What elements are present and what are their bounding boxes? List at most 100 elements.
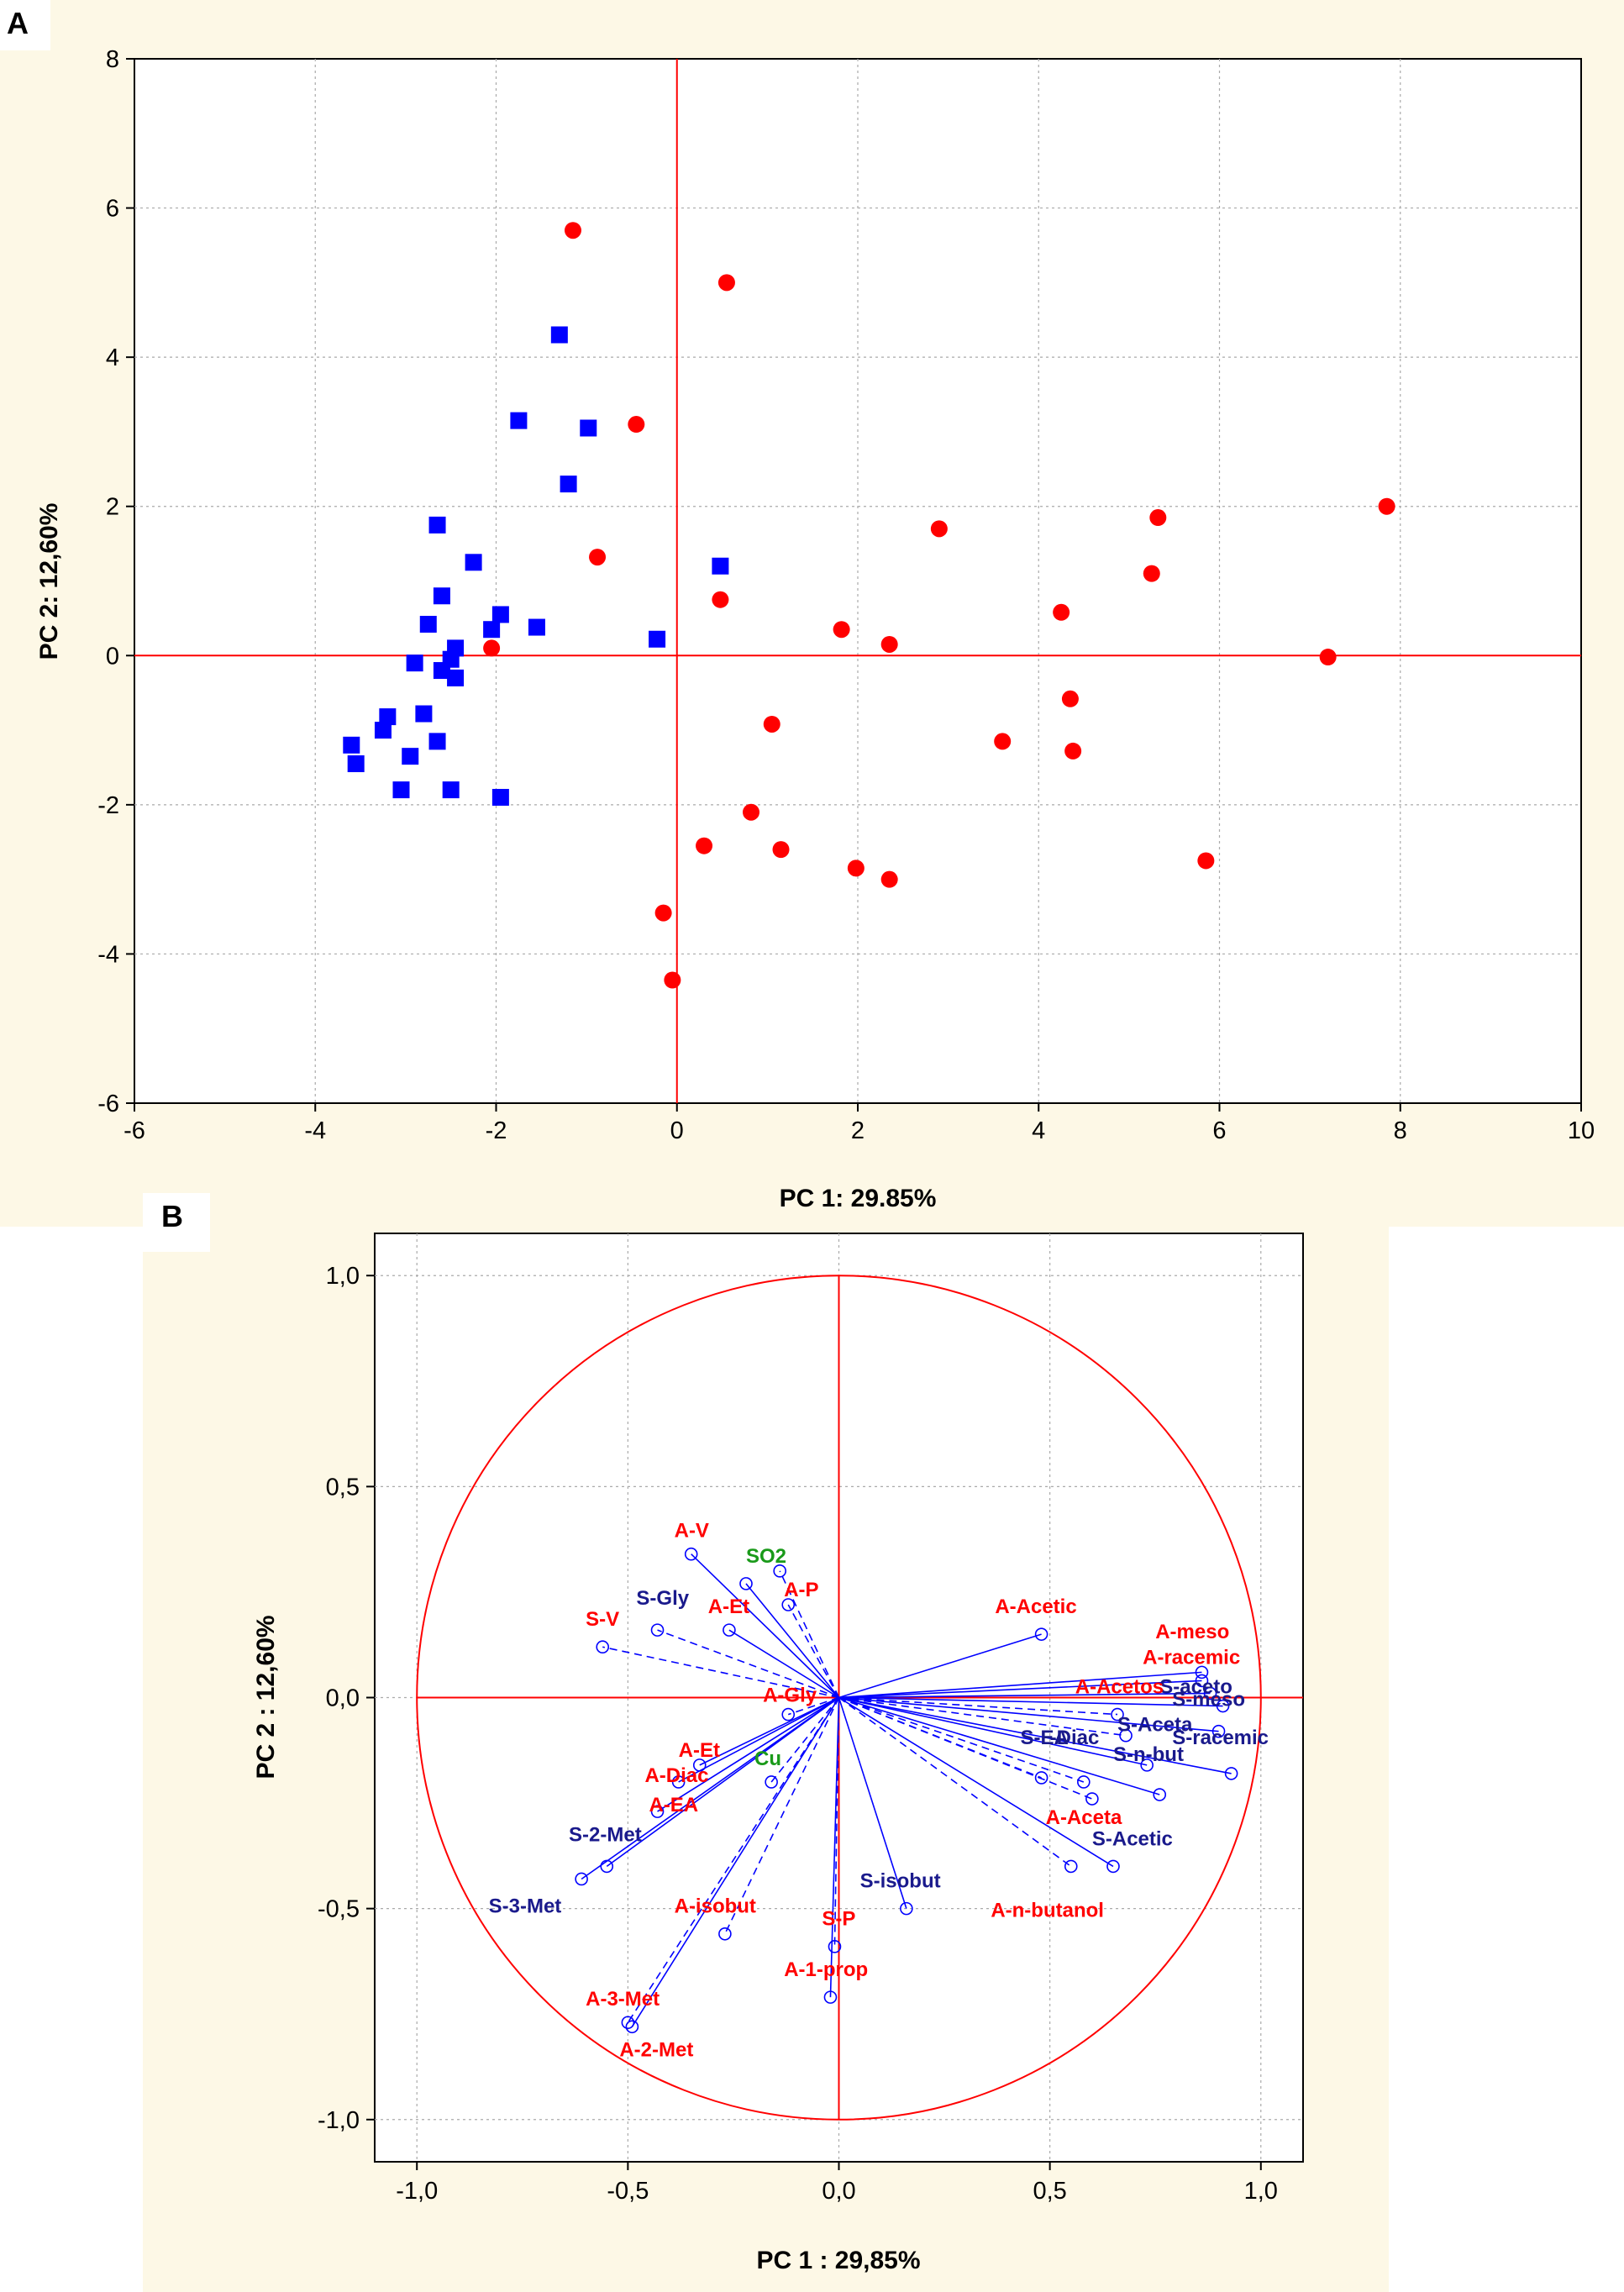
loading-point bbox=[671, 1775, 686, 1789]
loading-vector bbox=[606, 1696, 839, 1868]
loading-point bbox=[1034, 1627, 1049, 1641]
panel-a-ytick-label: -4 bbox=[97, 941, 119, 968]
circle-point bbox=[772, 841, 790, 859]
square-point bbox=[560, 476, 577, 493]
square-point bbox=[428, 733, 446, 750]
panel-a-xtick-label: -2 bbox=[486, 1117, 507, 1144]
loading-point bbox=[765, 1775, 778, 1789]
circle-point bbox=[1378, 497, 1395, 515]
variable-label: S-Gly bbox=[636, 1587, 689, 1610]
circle-point bbox=[743, 803, 760, 821]
variable-label: A-Gly bbox=[763, 1685, 817, 1707]
square-point bbox=[406, 654, 423, 672]
loading-vector bbox=[724, 1697, 840, 1935]
panel-a-xtick-label: 6 bbox=[1212, 1117, 1226, 1144]
panel-a-ytick-label: 6 bbox=[106, 196, 119, 223]
loading-point bbox=[1077, 1775, 1091, 1789]
panel-b-xlabel: PC 1 : 29,85% bbox=[756, 2247, 920, 2274]
square-point bbox=[447, 669, 465, 686]
panel-a-xtick-label: 8 bbox=[1394, 1117, 1407, 1144]
loading-point bbox=[828, 1940, 842, 1953]
variable-label: A-Et bbox=[708, 1595, 749, 1618]
square-point bbox=[392, 781, 410, 799]
circle-point bbox=[847, 860, 865, 877]
loading-point bbox=[650, 1623, 665, 1637]
panel-b-xtick-label: 0,5 bbox=[1033, 2178, 1066, 2205]
circle-point bbox=[994, 733, 1012, 750]
loading-point bbox=[773, 1564, 786, 1578]
panel-b-vectors bbox=[575, 1547, 1238, 2034]
loading-vector bbox=[838, 1696, 1085, 1783]
square-point bbox=[379, 708, 397, 726]
loading-point bbox=[1106, 1859, 1120, 1874]
variable-label: S-Aceta bbox=[1117, 1714, 1193, 1737]
panel-a-ticks: -6 -4 -2 0 2 4 6 8 10 -6 -4 -2 0 2 4 6 8 bbox=[97, 46, 1595, 1144]
variable-label: S-V bbox=[586, 1608, 619, 1631]
loading-point bbox=[684, 1547, 698, 1561]
variable-label: S-EA bbox=[1020, 1727, 1068, 1749]
panel-a-xtick-label: 4 bbox=[1032, 1117, 1045, 1144]
square-point bbox=[428, 516, 446, 534]
panel-a-ytick-label: 2 bbox=[106, 494, 119, 521]
loading-point bbox=[1195, 1674, 1209, 1688]
square-point bbox=[374, 722, 392, 739]
loading-point bbox=[1216, 1699, 1230, 1713]
variable-label: Cu bbox=[754, 1748, 781, 1770]
loading-point bbox=[625, 2020, 639, 2034]
loading-vector bbox=[581, 1696, 839, 1880]
loading-vector bbox=[838, 1696, 1223, 1707]
circle-point bbox=[1064, 742, 1082, 760]
panel-b-xtick-label: -0,5 bbox=[607, 2178, 649, 2205]
square-point bbox=[712, 557, 729, 575]
loading-vector bbox=[838, 1680, 1202, 1699]
circle-point bbox=[628, 416, 645, 434]
panel-a-xtick-label: 0 bbox=[670, 1117, 684, 1144]
square-point bbox=[347, 755, 365, 773]
panel-a-ytick-label: -6 bbox=[97, 1091, 119, 1117]
loading-point bbox=[1119, 1728, 1133, 1743]
loading-vector bbox=[770, 1697, 840, 1783]
panel-b-ytick-label: 1,0 bbox=[326, 1263, 360, 1290]
square-point bbox=[649, 630, 666, 648]
square-point bbox=[510, 412, 528, 429]
square-point bbox=[550, 326, 568, 344]
panel-b-letter-backdrop bbox=[143, 1193, 210, 1252]
variable-label: S-aceto bbox=[1159, 1675, 1232, 1698]
panel-a-zero-axes bbox=[134, 59, 1581, 1103]
loading-point bbox=[900, 1901, 913, 1916]
loading-point bbox=[1224, 1767, 1238, 1780]
panel-b-letter: B bbox=[161, 1199, 183, 1233]
variable-label: A-Aceta bbox=[1046, 1806, 1122, 1829]
loading-vector bbox=[779, 1570, 840, 1698]
loading-point bbox=[596, 1640, 610, 1654]
panel-a-xtick-label: -6 bbox=[124, 1117, 145, 1144]
panel-a-plot: -6 -4 -2 0 2 4 6 8 10 -6 -4 -2 0 2 4 6 8 PC 1: 29.85% PC… bbox=[35, 46, 1595, 1212]
circle-point bbox=[1149, 509, 1167, 527]
panel-a-plot-area bbox=[134, 58, 1582, 1104]
loading-vector bbox=[838, 1692, 1211, 1699]
loading-vector bbox=[838, 1697, 907, 1909]
loading-point bbox=[781, 1598, 796, 1611]
variable-label: A-meso bbox=[1155, 1621, 1229, 1643]
square-point bbox=[442, 781, 460, 799]
panel-b-xtick-label: -1,0 bbox=[396, 2178, 438, 2205]
loading-point bbox=[1140, 1758, 1154, 1772]
loading-point bbox=[1034, 1771, 1049, 1785]
loading-point bbox=[1211, 1724, 1226, 1738]
panel-b-ticks: -1,0 -0,5 0,0 0,5 1,0 -1,0 -0,5 0,0 0,5 1,0 bbox=[318, 1263, 1278, 2205]
square-point bbox=[483, 621, 501, 639]
circle-point bbox=[1319, 649, 1337, 666]
panel-a-ylabel: PC 2: 12,60% bbox=[35, 503, 63, 660]
square-point bbox=[415, 705, 433, 723]
panel-a-letter-backdrop bbox=[0, 0, 50, 50]
circle-point bbox=[1143, 565, 1160, 582]
loading-vector bbox=[838, 1696, 1118, 1716]
panel-b-variable-labels: A-V SO2 A-P S-Gly A-Et S-V A-Acetic A-meso A-rac… bbox=[489, 1520, 1269, 2062]
loading-vector bbox=[838, 1696, 1114, 1868]
panel-a-xtick-label: -4 bbox=[304, 1117, 326, 1144]
loading-vector bbox=[691, 1553, 840, 1699]
loading-vector bbox=[787, 1696, 839, 1716]
panel-b-ytick-label: -1,0 bbox=[318, 2107, 360, 2134]
